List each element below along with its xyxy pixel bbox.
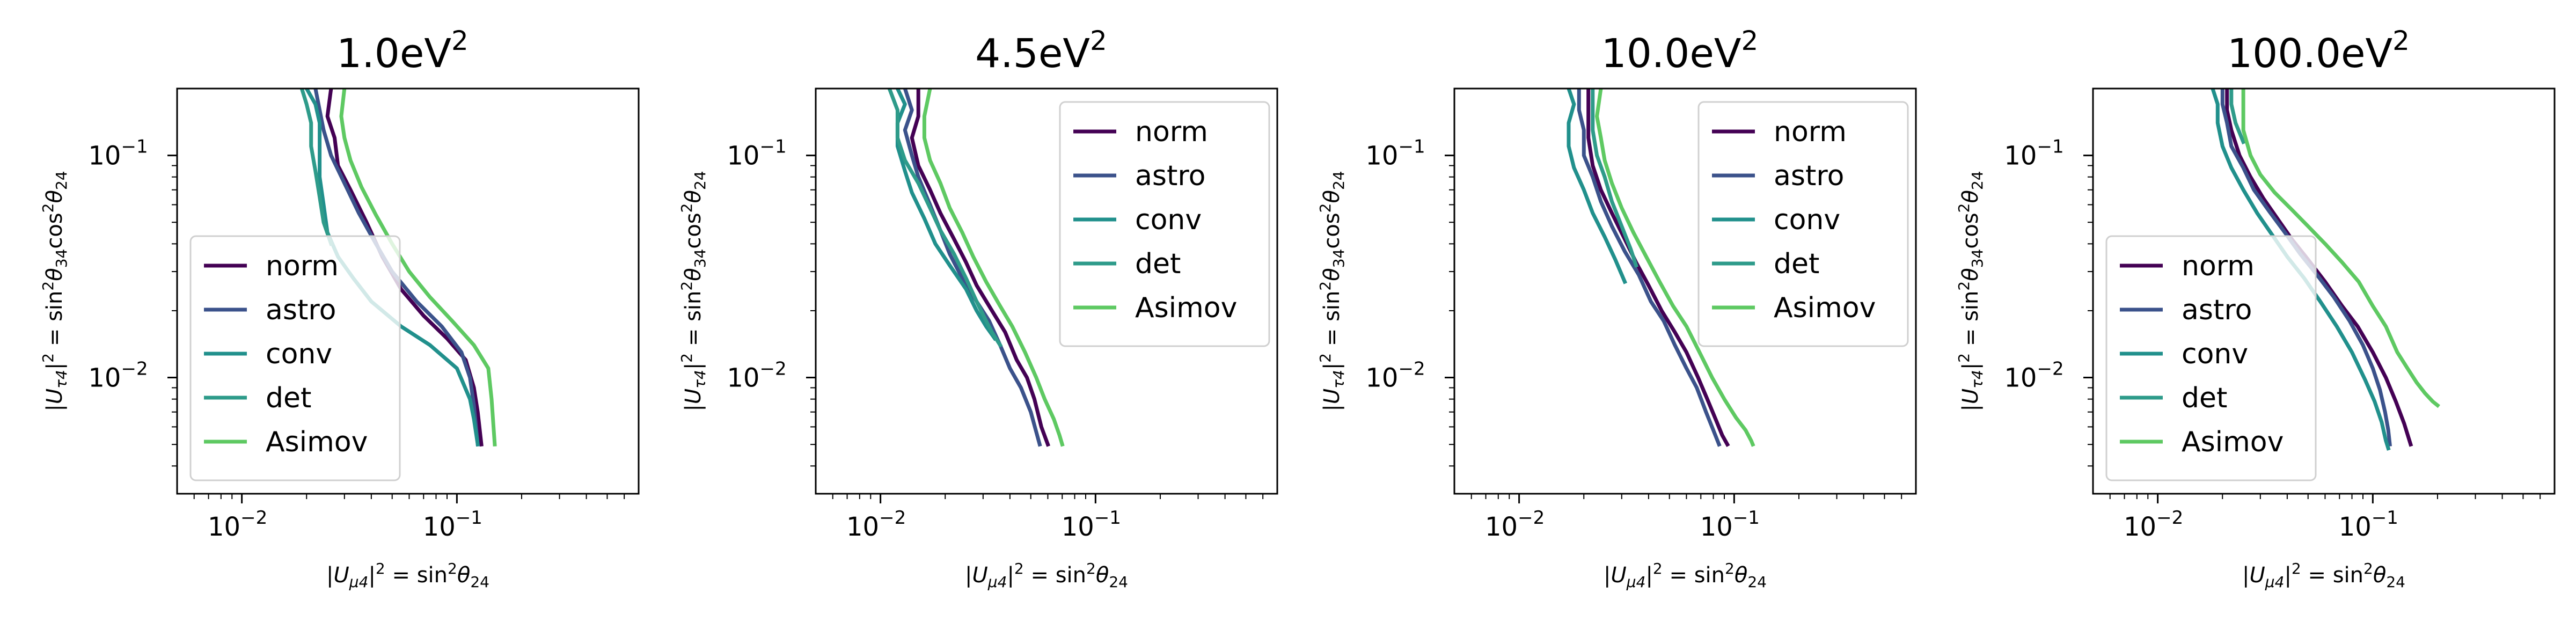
x-tick-label: 10−1 xyxy=(2339,507,2398,542)
x-tick-label: 10−2 xyxy=(846,507,906,542)
series-line-astro xyxy=(1577,89,1722,447)
legend-label-conv: conv xyxy=(1135,204,1202,236)
series-line-asimov xyxy=(339,89,497,447)
panel-title: 1.0eV2 xyxy=(336,25,469,77)
axes-frame xyxy=(176,87,640,495)
axes-frame xyxy=(815,87,1278,495)
legend-label-asimov: Asimov xyxy=(266,426,368,458)
legend-box xyxy=(2105,235,2317,481)
x-axis-label: |Uμ4|2 = sin2θ24 xyxy=(965,560,1128,591)
legend-box xyxy=(189,235,401,481)
y-tick-label: 10−2 xyxy=(1365,358,1425,393)
chart-panel-4: 10−2 10−1 10−2 10−1 100.0eV2 |Uμ4|2 = sin2θ24… xyxy=(1955,25,2556,591)
legend-label-det: det xyxy=(266,382,311,414)
series-line-det xyxy=(299,89,334,246)
y-tick-label: 10−2 xyxy=(88,358,148,393)
chart-panel-2: 10−2 10−1 10−2 10−1 4.5eV2 |Uμ4|2 = sin2θ24 |U… xyxy=(678,25,1278,591)
legend-label-det: det xyxy=(1135,248,1181,280)
series-line-asimov xyxy=(2241,89,2440,408)
panel-title: 100.0eV2 xyxy=(2227,25,2410,77)
legend-label-asimov: Asimov xyxy=(2182,426,2284,458)
x-tick-label: 10−2 xyxy=(208,507,267,542)
legend: norm astro conv det Asimov xyxy=(189,235,401,481)
x-axis-label: |Uμ4|2 = sin2θ24 xyxy=(326,560,489,591)
legend-label-det: det xyxy=(2182,382,2227,414)
panel-title: 4.5eV2 xyxy=(975,25,1107,77)
y-tick-label: 10−1 xyxy=(1365,136,1425,171)
legend-label-norm: norm xyxy=(1135,116,1208,148)
chart-panel-3: 10−2 10−1 10−2 10−1 10.0eV2 |Uμ4|2 = sin2θ24 |… xyxy=(1316,25,1917,591)
y-axis-label: |Uτ4|2 = sin2θ34cos2θ24 xyxy=(1955,171,1986,411)
axes-frame xyxy=(2092,87,2556,495)
legend-label-norm: norm xyxy=(266,250,339,282)
x-tick-label: 10−1 xyxy=(423,507,482,542)
legend-label-asimov: Asimov xyxy=(1774,292,1876,324)
series-line-det xyxy=(887,89,1003,348)
y-tick-label: 10−1 xyxy=(727,136,786,171)
x-axis-label: |Uμ4|2 = sin2θ24 xyxy=(2242,560,2405,591)
y-tick-label: 10−1 xyxy=(88,136,148,171)
legend-label-astro: astro xyxy=(2182,294,2252,326)
series-group xyxy=(1567,89,1755,447)
y-tick-label: 10−1 xyxy=(2004,136,2063,171)
y-tick-label: 10−2 xyxy=(727,358,786,393)
x-tick-label: 10−2 xyxy=(2124,507,2183,542)
legend-label-norm: norm xyxy=(1774,116,1847,148)
legend-box xyxy=(1697,101,1909,347)
series-line-conv xyxy=(1567,89,1628,284)
panel-title: 10.0eV2 xyxy=(1601,25,1759,77)
series-line-norm xyxy=(1586,89,1730,447)
legend-label-det: det xyxy=(1774,248,1819,280)
series-line-norm xyxy=(910,89,1050,447)
x-tick-label: 10−1 xyxy=(1700,507,1760,542)
legend-box xyxy=(1059,101,1270,347)
chart-panel-1: 10−2 10−1 10−2 10−1 1.0eV2 |Uμ4|2 = sin2θ24 |U… xyxy=(39,25,640,591)
legend-label-astro: astro xyxy=(266,294,336,326)
series-line-det xyxy=(2229,89,2246,145)
series-line-asimov xyxy=(1595,89,1755,447)
legend-label-conv: conv xyxy=(266,338,332,370)
series-line-conv xyxy=(895,89,998,341)
y-axis-label: |Uτ4|2 = sin2θ34cos2θ24 xyxy=(39,171,70,411)
series-line-astro xyxy=(903,89,1042,447)
x-tick-label: 10−2 xyxy=(1485,507,1545,542)
series-group xyxy=(887,89,1065,447)
axes-frame xyxy=(1453,87,1917,495)
legend: norm astro conv det Asimov xyxy=(1059,101,1270,347)
legend-label-asimov: Asimov xyxy=(1135,292,1237,324)
legend: norm astro conv det Asimov xyxy=(2105,235,2317,481)
y-axis-label: |Uτ4|2 = sin2θ34cos2θ24 xyxy=(678,171,709,411)
series-line-det xyxy=(1591,89,1639,268)
x-tick-label: 10−1 xyxy=(1062,507,1121,542)
y-axis-label: |Uτ4|2 = sin2θ34cos2θ24 xyxy=(1316,171,1348,411)
legend: norm astro conv det Asimov xyxy=(1697,101,1909,347)
x-axis-label: |Uμ4|2 = sin2θ24 xyxy=(1604,560,1767,591)
legend-label-norm: norm xyxy=(2182,250,2255,282)
legend-label-astro: astro xyxy=(1135,160,1205,192)
legend-label-astro: astro xyxy=(1774,160,1844,192)
series-line-asimov xyxy=(922,89,1065,447)
y-tick-label: 10−2 xyxy=(2004,358,2063,393)
legend-label-conv: conv xyxy=(1774,204,1840,236)
legend-label-conv: conv xyxy=(2182,338,2248,370)
